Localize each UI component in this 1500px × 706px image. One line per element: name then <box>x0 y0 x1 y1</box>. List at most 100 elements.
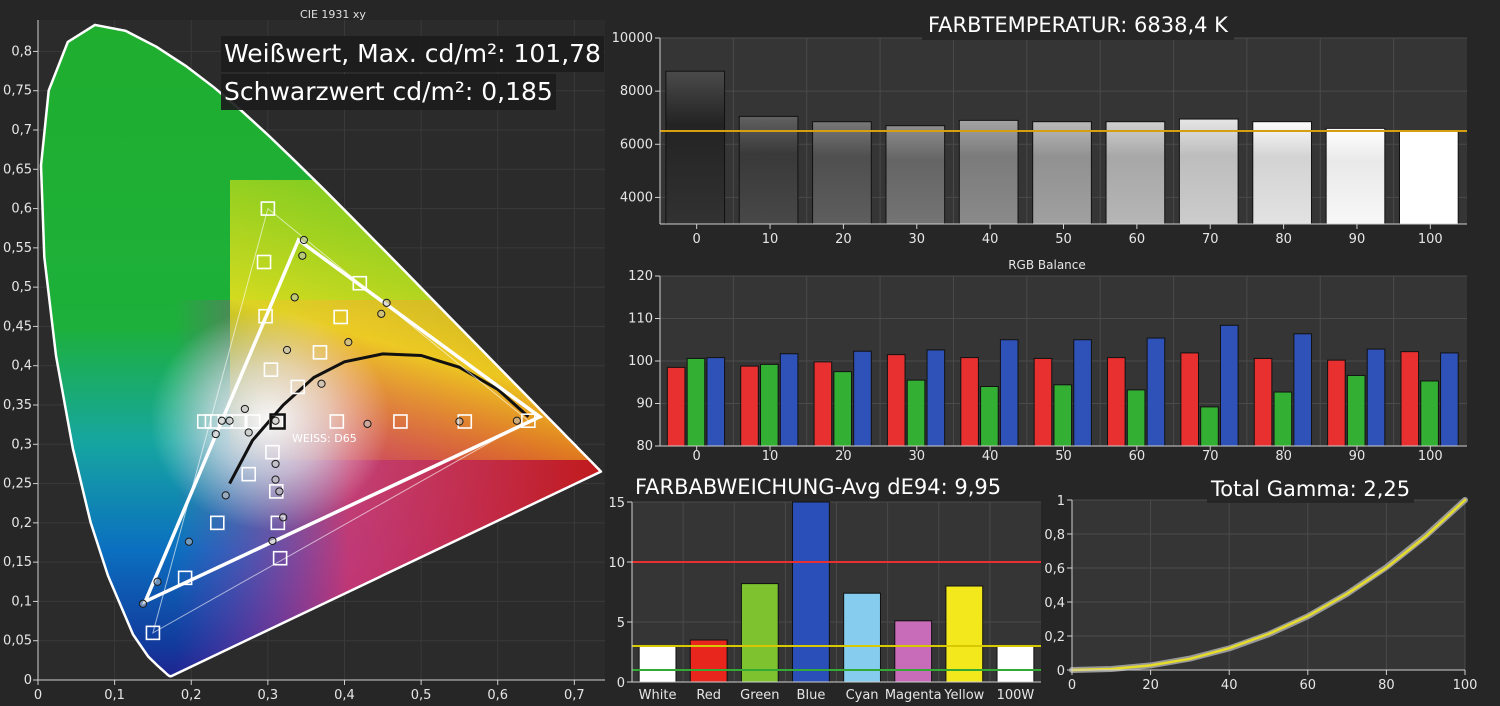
ct-bars <box>665 70 1459 225</box>
ct-bar <box>885 125 946 225</box>
cie-y-tick-label: 0,2 <box>11 516 32 531</box>
measured-point <box>271 459 280 469</box>
measured-point <box>271 416 280 425</box>
cie-y-tick-label: 0,5 <box>11 280 32 295</box>
rgb-x-tick-label: 50 <box>1055 449 1072 464</box>
target-point <box>290 379 306 395</box>
de-bar <box>638 645 677 683</box>
measured-point <box>275 487 284 496</box>
target-point <box>521 413 536 429</box>
rgb-axes: 80 90 100 110 120 0 10 20 30 40 50 60 70 80 90 100 <box>628 269 1467 464</box>
measured-point <box>217 416 226 425</box>
ct-x-tick-label: 80 <box>1275 232 1292 247</box>
cie-y-tick-label: 0,05 <box>3 634 32 649</box>
measured-point <box>344 338 353 347</box>
cie-x-ticks: 0 0,1 0,2 0,3 0,4 0,5 0,6 0,7 <box>34 680 585 703</box>
rgb-bar <box>779 353 799 447</box>
rgb-bar <box>980 386 999 447</box>
gamma-y-tick-label: 0,8 <box>1044 528 1065 543</box>
cie-y-tick-label: 0,1 <box>11 594 32 609</box>
cie-y-tick-label: 0,35 <box>3 398 32 413</box>
target-point <box>263 362 279 377</box>
white-point-marker <box>269 413 286 430</box>
de-x-tick-label: Blue <box>797 688 826 703</box>
cie-y-tick-label: 0 <box>24 673 32 688</box>
de-x-tick-label: 100W <box>997 688 1035 703</box>
weiss-d65-label: WEISS: D65 <box>292 432 357 445</box>
measured-point <box>299 235 308 245</box>
de-x-tick-label: Red <box>696 688 721 703</box>
rgb-balance-chart: 80 90 100 110 120 0 10 20 30 40 50 60 70 80 90 100 RGB … <box>605 252 1500 470</box>
measured-point <box>211 429 220 439</box>
measured-point <box>382 298 391 307</box>
de-x-tick-label: Magenta <box>885 688 942 703</box>
rgb-bar <box>853 350 872 447</box>
cie-y-tick-label: 0,4 <box>11 359 32 374</box>
rgb-x-tick-label: 40 <box>982 449 999 464</box>
rgb-bar <box>1073 339 1092 447</box>
target-point <box>241 466 257 482</box>
rgb-x-tick-label: 0 <box>693 449 701 464</box>
ct-bar <box>1399 130 1459 225</box>
ct-x-tick-label: 20 <box>835 232 852 247</box>
gamma-x-tick-label: 60 <box>1300 678 1317 693</box>
de-y-tick-label: 10 <box>608 556 625 571</box>
measured-point <box>512 416 521 425</box>
de-bar <box>740 583 779 683</box>
measured-point <box>455 417 464 426</box>
rgb-bar <box>686 357 706 447</box>
target-point <box>258 308 273 324</box>
ct-bar <box>1325 127 1386 225</box>
measured-point <box>290 293 299 302</box>
ct-x-tick-label: 50 <box>1055 232 1072 247</box>
gamma-y-tick-label: 0,4 <box>1044 596 1065 611</box>
rgb-x-tick-label: 100 <box>1418 449 1443 464</box>
target-point <box>393 414 408 429</box>
rgb-bar <box>1327 359 1346 447</box>
rgb-bar <box>1346 374 1366 447</box>
color-deviation-chart: 0 5 10 15 White Red Green Blue Cyan Magenta Yellow… <box>605 470 1041 706</box>
ct-x-tick-label: 60 <box>1129 232 1146 247</box>
cie-y-tick-label: 0,3 <box>11 437 32 452</box>
cie-x-tick-label: 0,4 <box>334 688 355 703</box>
gamma-plot-area <box>1072 500 1465 670</box>
cie-x-tick-label: 0,6 <box>487 688 508 703</box>
cie-x-tick-label: 0,2 <box>181 688 202 703</box>
cie-y-tick-label: 0,7 <box>11 123 32 138</box>
cie-x-tick-label: 0,5 <box>411 688 432 703</box>
cie-chart-title: CIE 1931 xy <box>300 8 366 21</box>
de-bar <box>945 585 984 683</box>
rgb-x-tick-label: 10 <box>762 449 779 464</box>
target-point <box>352 275 368 291</box>
measured-point <box>363 419 372 428</box>
rgb-x-tick-label: 20 <box>835 449 852 464</box>
gamma-axes: 0 20 40 60 80 100 0 0,2 0,4 0,6 0,8 1 <box>1044 494 1477 693</box>
target-point <box>209 515 225 531</box>
rgb-bar <box>1273 391 1293 447</box>
rgb-bar <box>833 371 852 447</box>
cie-x-tick-label: 0,3 <box>258 688 279 703</box>
rgb-bar <box>1107 357 1126 447</box>
de-bar <box>792 501 830 683</box>
target-point <box>272 550 288 566</box>
black-luminance-label: Schwarzwert cd/m²: 0,185 <box>221 74 556 110</box>
de-x-tick-label: Yellow <box>943 688 984 703</box>
rgb-y-tick-label: 80 <box>636 439 653 454</box>
color-deviation-title: FARBABWEICHUNG-Avg dE94: 9,95 <box>631 473 1006 501</box>
rgb-bar <box>999 339 1019 447</box>
ct-axes: 4000 6000 8000 10000 0 10 20 30 40 50 60 70 80 90 100 <box>612 31 1467 247</box>
gamma-x-tick-label: 40 <box>1221 678 1238 693</box>
measured-point <box>298 251 307 260</box>
ct-bar <box>738 115 799 225</box>
measured-point <box>240 404 249 414</box>
measured-point <box>282 345 292 355</box>
rgb-bar <box>666 366 686 447</box>
cie-y-tick-label: 0,15 <box>3 555 32 570</box>
measured-point <box>138 599 148 608</box>
rgb-bar <box>1126 389 1146 447</box>
target-point <box>256 254 272 270</box>
measured-point <box>184 537 194 546</box>
gamma-x-tick-label: 80 <box>1378 678 1395 693</box>
measured-point <box>317 379 326 388</box>
